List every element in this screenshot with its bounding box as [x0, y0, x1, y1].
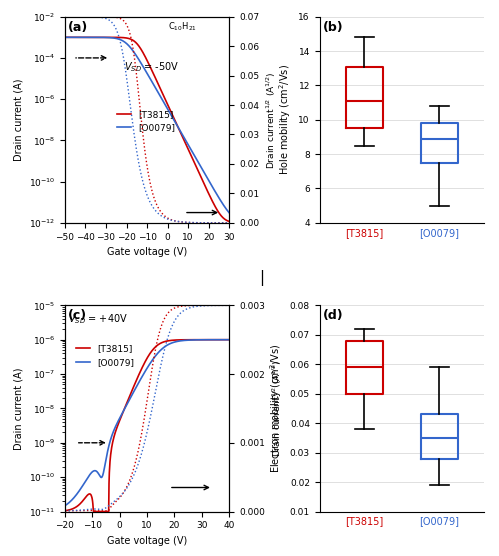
- Text: |: |: [259, 270, 264, 286]
- Text: (c): (c): [68, 310, 87, 322]
- Legend: [T3815], [O0079]: [T3815], [O0079]: [73, 341, 138, 370]
- Text: (b): (b): [323, 21, 344, 34]
- Text: $V_{SD}$ = -50V: $V_{SD}$ = -50V: [124, 60, 180, 74]
- Text: C$_{10}$H$_{21}$: C$_{10}$H$_{21}$: [169, 21, 197, 33]
- X-axis label: Gate voltage (V): Gate voltage (V): [107, 536, 187, 546]
- Text: $V_{SD}$ = +40V: $V_{SD}$ = +40V: [68, 312, 128, 326]
- X-axis label: Gate voltage (V): Gate voltage (V): [107, 247, 187, 257]
- Text: (d): (d): [323, 310, 344, 322]
- Y-axis label: Electron mobility (cm$^2$/Vs): Electron mobility (cm$^2$/Vs): [268, 344, 284, 473]
- Y-axis label: Drain current (A): Drain current (A): [13, 78, 23, 161]
- Y-axis label: Drain current$^{1/2}$ (A$^{1/2}$): Drain current$^{1/2}$ (A$^{1/2}$): [264, 71, 278, 168]
- Y-axis label: Drain current (A): Drain current (A): [13, 367, 23, 450]
- Y-axis label: Hole mobility (cm$^2$/Vs): Hole mobility (cm$^2$/Vs): [277, 64, 293, 175]
- Text: (a): (a): [68, 21, 88, 34]
- Y-axis label: Drain current$^{1/2}$ (A$^{1/2}$): Drain current$^{1/2}$ (A$^{1/2}$): [270, 360, 284, 457]
- Legend: [T3815], [O0079]: [T3815], [O0079]: [114, 106, 179, 136]
